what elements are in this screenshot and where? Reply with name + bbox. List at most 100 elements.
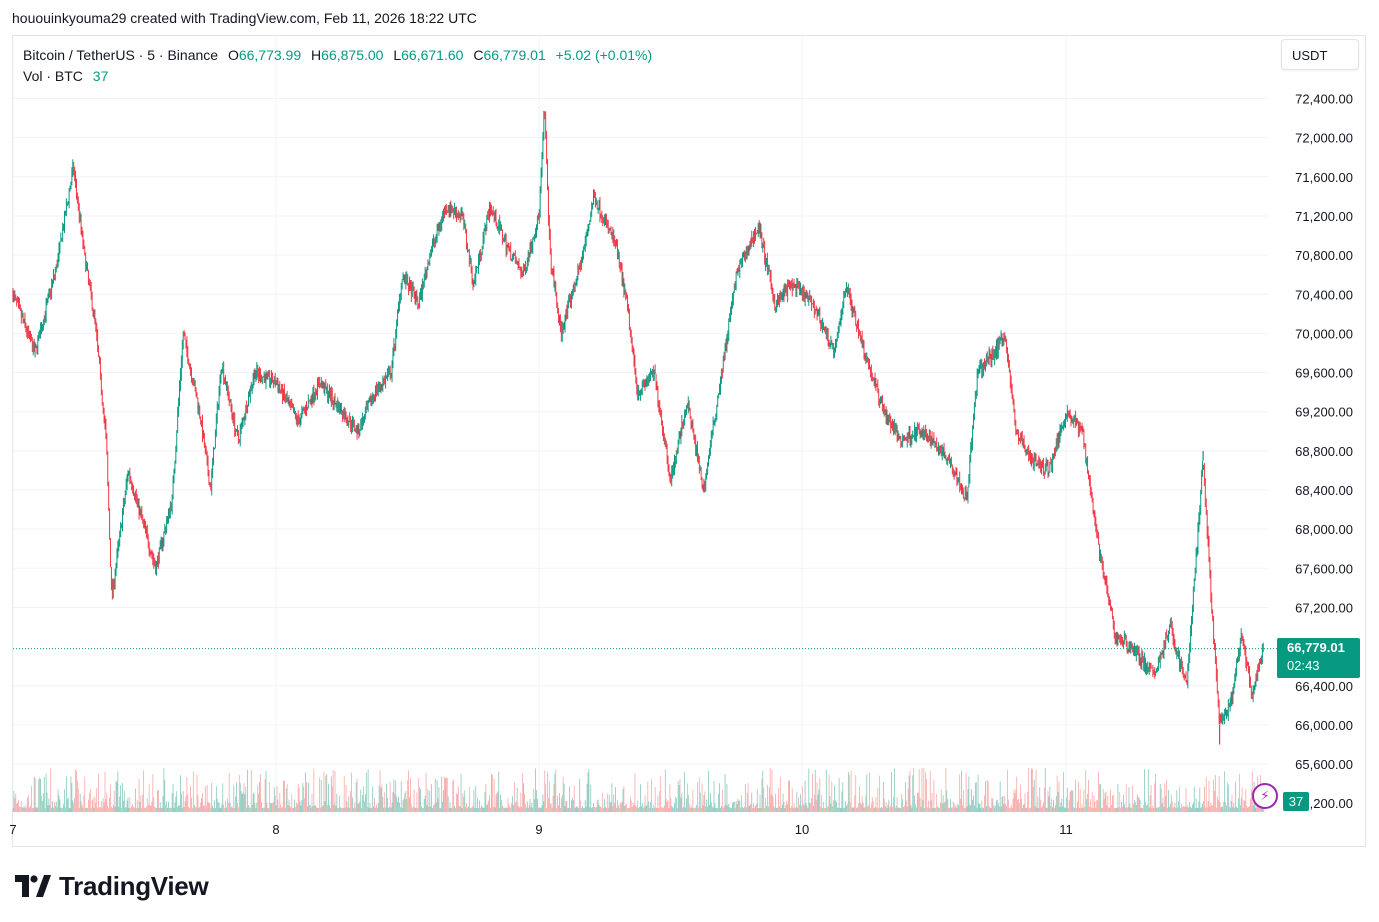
chart-legend: Bitcoin / TetherUS · 5 · Binance O66,773… — [23, 45, 652, 87]
volume-bar — [400, 781, 402, 812]
volume-bar — [345, 784, 347, 812]
volume-bar — [819, 778, 821, 812]
tradingview-brand[interactable]: TradingView — [15, 869, 209, 903]
volume-bar — [927, 807, 928, 812]
volume-bar — [119, 796, 121, 812]
volume-bar — [96, 788, 98, 812]
volume-bar — [771, 770, 773, 812]
volume-bar — [36, 807, 38, 812]
volume-bar — [40, 778, 41, 812]
price-axis-label: 67,600.00 — [1295, 561, 1353, 576]
volume-bar — [150, 805, 152, 812]
volume-bar — [1070, 790, 1072, 812]
volume-bar — [227, 802, 229, 812]
volume-bar — [586, 783, 588, 812]
volume-bar — [173, 808, 175, 812]
volume-bar — [406, 799, 408, 812]
volume-bar — [355, 782, 357, 812]
volume-bar — [324, 800, 326, 812]
volume-bar — [507, 798, 509, 812]
volume-bar — [1123, 804, 1125, 812]
volume-bar — [754, 807, 755, 812]
volume-bar — [91, 800, 93, 812]
volume-bar — [133, 806, 134, 812]
volume-bar — [17, 802, 18, 812]
volume-bar — [123, 800, 124, 812]
volume-bar — [316, 807, 317, 812]
volume-bar — [104, 772, 106, 812]
volume-bar — [215, 807, 216, 812]
last-price-tag: 66,779.01 02:43 — [1277, 638, 1360, 678]
volume-bar — [419, 787, 421, 812]
volume-bar — [335, 805, 337, 812]
volume-bar — [784, 807, 786, 812]
volume-bar — [889, 807, 891, 812]
volume-bar — [585, 806, 587, 812]
volume-bar — [99, 807, 100, 812]
volume-bar — [764, 807, 766, 812]
volume-bar — [443, 790, 444, 812]
volume-bar — [611, 783, 613, 812]
close-value: 66,779.01 — [483, 47, 546, 63]
volume-bar — [854, 794, 856, 812]
volume-bar — [121, 807, 122, 812]
volume-bar — [1053, 799, 1054, 812]
volume-bar — [737, 798, 739, 812]
volume-bar — [723, 806, 725, 812]
volume-bar — [817, 794, 819, 812]
volume-bar — [1148, 807, 1150, 812]
volume-bar — [299, 801, 301, 812]
volume-bar — [1138, 797, 1140, 812]
volume-bar — [752, 807, 754, 812]
volume-bar — [238, 807, 239, 812]
volume-bar — [833, 800, 835, 812]
volume-bar — [261, 807, 263, 812]
volume-bar — [218, 802, 220, 812]
volume-bar — [513, 805, 514, 812]
volume-bar — [748, 805, 750, 812]
volume-bar — [308, 804, 310, 812]
volume-bar — [1204, 807, 1206, 812]
volume-bar — [44, 807, 46, 812]
currency-button[interactable]: USDT — [1281, 39, 1359, 70]
volume-bar — [672, 807, 674, 812]
volume-bar — [1099, 784, 1100, 812]
volume-bar — [684, 772, 685, 812]
volume-bar — [141, 807, 143, 812]
volume-bar — [305, 772, 306, 812]
time-axis-label: 11 — [1059, 822, 1073, 837]
volume-label[interactable]: Vol · BTC — [23, 68, 83, 84]
volume-bar — [1067, 807, 1069, 812]
volume-bar — [57, 789, 59, 812]
volume-bar — [1020, 798, 1022, 812]
volume-bar — [628, 807, 629, 812]
volume-bar — [665, 798, 667, 812]
price-axis-label: 72,400.00 — [1295, 92, 1353, 107]
volume-bar — [863, 807, 865, 812]
volume-bar — [1104, 793, 1106, 812]
volume-bar — [463, 797, 465, 812]
volume-bar — [179, 805, 180, 812]
volume-bar — [666, 801, 668, 812]
volume-bar — [261, 802, 262, 812]
price-axis-label: 65,200.00 — [1295, 796, 1353, 811]
volume-bar — [718, 793, 720, 812]
symbol-label[interactable]: Bitcoin / TetherUS · 5 · Binance — [23, 47, 219, 63]
volume-bar — [447, 796, 449, 812]
volume-bar — [1055, 796, 1057, 812]
volume-bar — [184, 801, 186, 812]
volume-bar — [978, 803, 980, 812]
volume-bar — [1250, 798, 1251, 812]
volume-bar — [145, 807, 146, 812]
volume-bar — [1032, 786, 1034, 812]
volume-bar — [200, 802, 202, 812]
volume-bar — [659, 791, 661, 812]
lightning-icon[interactable]: ⚡ — [1252, 783, 1278, 809]
volume-bar — [51, 807, 53, 812]
volume-bar — [1256, 803, 1258, 812]
volume-bar — [867, 806, 869, 812]
volume-bar — [279, 792, 281, 812]
price-axis-label: 66,000.00 — [1295, 718, 1353, 733]
volume-bar — [1143, 804, 1145, 812]
